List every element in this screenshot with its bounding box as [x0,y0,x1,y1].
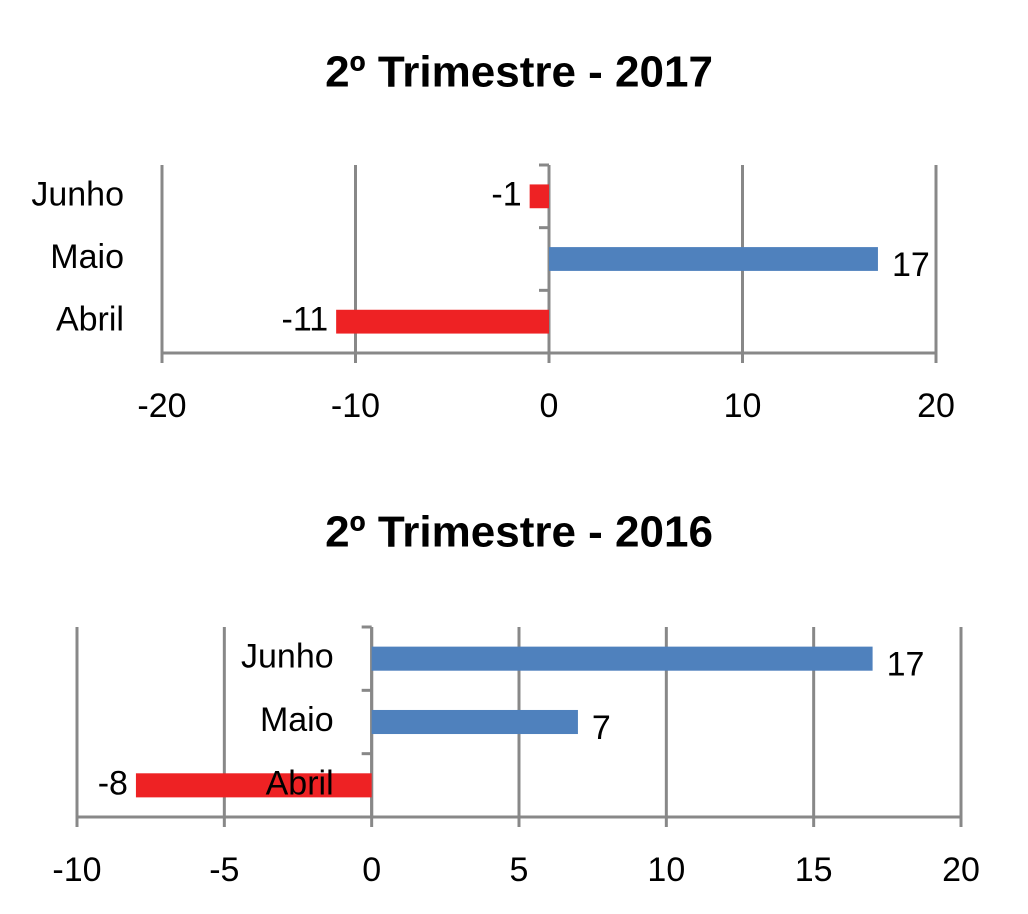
x-tick-label: 20 [917,387,955,425]
x-tick-label: 15 [795,851,833,889]
bar [549,247,878,271]
chart-title: 2º Trimestre - 2016 [325,508,713,557]
bar [371,709,578,735]
bar [529,184,549,209]
y-tick-label: Junho [31,175,124,213]
x-tick-label: 20 [942,851,980,889]
value-label: 7 [592,709,611,747]
y-tick-label: Junho [241,638,334,676]
x-tick-label: 0 [362,851,381,889]
bar [135,773,372,798]
value-label: 17 [887,646,925,684]
x-tick-label: 0 [540,387,559,425]
x-tick-label: 10 [724,387,762,425]
chart-title: 2º Trimestre - 2017 [325,48,713,97]
y-tick-label: Maio [50,238,124,276]
value-label: 17 [892,246,930,284]
y-tick-label: Abril [56,301,124,339]
x-tick-label: -20 [137,387,186,425]
value-label: -8 [98,764,128,802]
x-tick-label: -5 [209,851,239,889]
x-tick-label: 10 [647,851,685,889]
y-tick-label: Maio [260,701,334,739]
bar [371,646,873,671]
x-tick-label: 5 [510,851,529,889]
value-label: -11 [282,301,329,339]
value-label: -1 [491,175,521,213]
x-tick-label: -10 [52,851,101,889]
bar [336,309,549,334]
x-tick-label: -10 [331,387,380,425]
y-tick-label: Abril [266,764,334,802]
